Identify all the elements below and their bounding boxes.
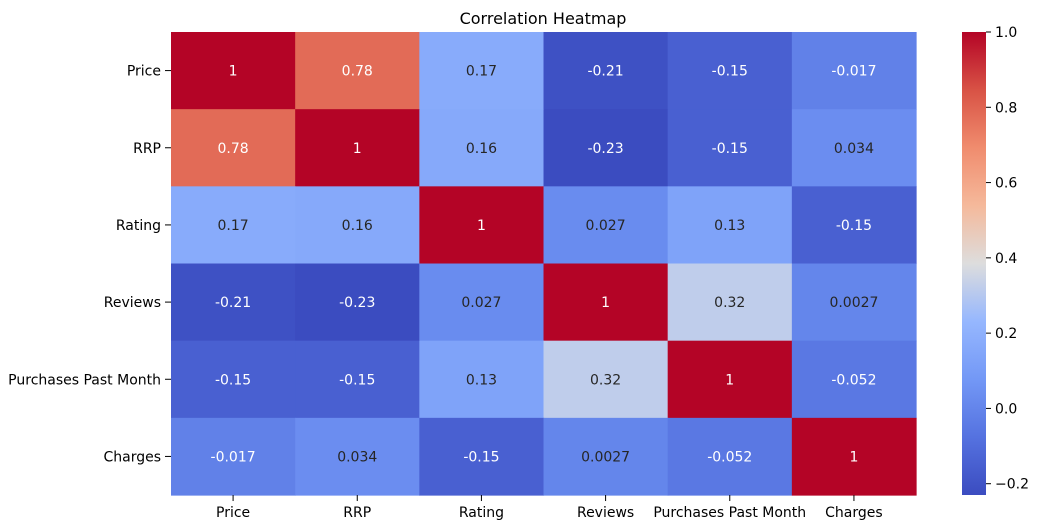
cell-annotation: 0.13 (466, 372, 497, 388)
heatmap-cell (171, 263, 296, 342)
heatmap-cell (419, 340, 545, 419)
cell-annotation: 0.034 (337, 449, 377, 465)
heatmap-cell (667, 340, 793, 419)
cell-annotation: 0.0027 (581, 449, 630, 465)
cell-annotation: -0.052 (831, 372, 876, 388)
heatmap-cell (667, 32, 793, 110)
heatmap-cell (543, 32, 669, 110)
y-axis: Price RRP Rating Reviews Purchases Past Mont… (8, 64, 171, 465)
x-tick-label: Price (216, 505, 250, 521)
cell-annotation: -0.21 (215, 295, 251, 311)
heatmap-cell (791, 32, 917, 110)
cell-annotation: 0.78 (218, 141, 249, 157)
cell-annotation: 0.17 (218, 218, 249, 234)
heatmap-cell (295, 417, 420, 496)
heatmap-cell (791, 186, 917, 265)
heatmap-cell (419, 263, 545, 342)
cell-annotation: -0.23 (339, 295, 375, 311)
colorbar-tick-label: 0.4 (995, 251, 1017, 267)
cell-annotation: -0.017 (211, 449, 256, 465)
heatmap-cell (667, 417, 793, 496)
heatmap-cell (171, 186, 296, 265)
x-tick-label: Reviews (577, 505, 634, 521)
cell-annotation: 0.13 (714, 218, 745, 234)
x-tick-label: Charges (825, 505, 883, 521)
heatmap-cell (419, 109, 545, 187)
cell-annotation: 1 (477, 218, 486, 234)
cell-annotation: -0.017 (831, 64, 876, 80)
cell-annotation: -0.23 (587, 141, 623, 157)
y-tick-label: Rating (116, 218, 161, 234)
x-tick-label: Purchases Past Month (653, 505, 806, 521)
colorbar-gradient (962, 32, 986, 495)
cell-annotation: 0.32 (714, 295, 745, 311)
colorbar-tick-label: 0.6 (995, 176, 1017, 192)
colorbar-tick-label: −0.2 (995, 477, 1029, 493)
heatmap-cell (171, 32, 296, 110)
y-tick-label: Purchases Past Month (8, 372, 161, 388)
heatmap-cell (295, 340, 420, 419)
y-tick-label: Reviews (104, 295, 161, 311)
cell-annotation: 0.027 (586, 218, 626, 234)
colorbar-tick-label: 1.0 (995, 25, 1017, 41)
heatmap-cell (543, 340, 669, 419)
heatmap-cell (667, 263, 793, 342)
cell-annotation: 0.32 (590, 372, 621, 388)
cell-annotation: 0.17 (466, 64, 497, 80)
heatmap-cell (543, 186, 669, 265)
cell-annotation: -0.052 (707, 449, 752, 465)
cell-annotation: -0.15 (836, 218, 872, 234)
cell-annotation: 1 (353, 141, 362, 157)
cell-annotation: 0.027 (461, 295, 501, 311)
heatmap-cell (171, 340, 296, 419)
heatmap-cell (419, 32, 545, 110)
heatmap-cell (667, 109, 793, 187)
colorbar: −0.2 0.0 0.2 0.4 0.6 0.8 1.0 (962, 25, 1029, 495)
heatmap-cell (791, 263, 917, 342)
cell-annotation: -0.15 (215, 372, 251, 388)
cell-annotation: 1 (601, 295, 610, 311)
cell-annotation: -0.15 (339, 372, 375, 388)
heatmap-cells: 1 0.78 0.17 -0.21 -0.15 -0.017 0.78 1 0.16 -0.23 -… (171, 32, 917, 496)
colorbar-tick-label: 0.8 (995, 100, 1017, 116)
heatmap-cell (295, 186, 420, 265)
heatmap-cell (543, 417, 669, 496)
cell-annotation: -0.15 (712, 64, 748, 80)
cell-annotation: 1 (849, 449, 858, 465)
y-tick-label: RRP (133, 141, 161, 157)
heatmap-cell (543, 109, 669, 187)
heatmap-cell (295, 109, 420, 187)
heatmap-cell (791, 417, 917, 496)
heatmap-cell (791, 109, 917, 187)
y-tick-label: Charges (103, 449, 161, 465)
cell-annotation: 0.0027 (829, 295, 878, 311)
cell-annotation: 0.034 (834, 141, 874, 157)
heatmap-cell (295, 32, 420, 110)
x-axis: Price RRP Rating Reviews Purchases Past Mont… (216, 495, 883, 521)
y-tick-label: Price (127, 64, 161, 80)
cell-annotation: 0.16 (466, 141, 497, 157)
cell-annotation: 1 (725, 372, 734, 388)
heatmap-cell (171, 417, 296, 496)
x-tick-label: RRP (343, 505, 371, 521)
heatmap-cell (171, 109, 296, 187)
cell-annotation: -0.15 (712, 141, 748, 157)
heatmap-cell (419, 186, 545, 265)
cell-annotation: -0.15 (463, 449, 499, 465)
heatmap-cell (419, 417, 545, 496)
cell-annotation: -0.21 (587, 64, 623, 80)
cell-annotation: 0.78 (342, 64, 373, 80)
chart-title: Correlation Heatmap (460, 9, 627, 28)
colorbar-tick-label: 0.0 (995, 401, 1017, 417)
heatmap-cell (295, 263, 420, 342)
cell-annotation: 0.16 (342, 218, 373, 234)
heatmap-cell (667, 186, 793, 265)
colorbar-tick-label: 0.2 (995, 326, 1017, 342)
cell-annotation: 1 (229, 64, 238, 80)
x-tick-label: Rating (459, 505, 504, 521)
heatmap-cell (791, 340, 917, 419)
heatmap-cell (543, 263, 669, 342)
